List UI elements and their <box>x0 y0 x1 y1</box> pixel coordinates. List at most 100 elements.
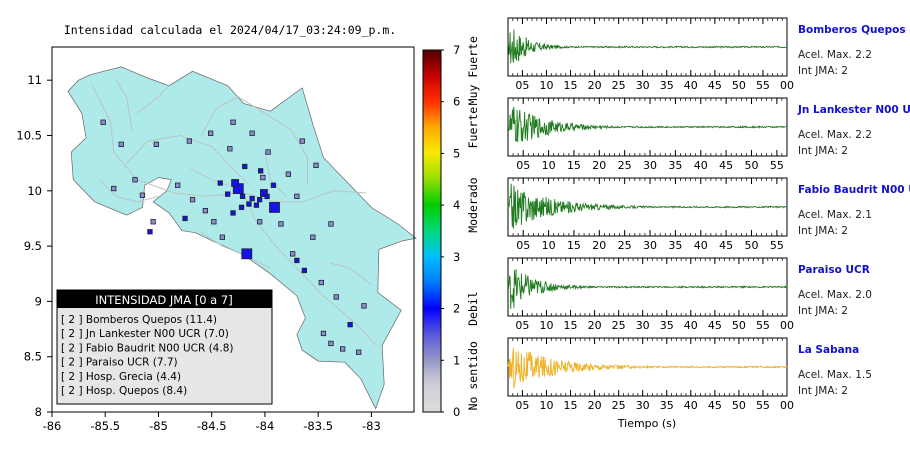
waveform-panels: 05 10 15 20 25 30 35 40 45 50 55 00 Bomberos Quepos A… <box>507 17 910 412</box>
road-4 <box>99 179 159 203</box>
waveform-0-tick-label-8: 45 <box>708 79 722 92</box>
waveform-2-tick-label-7: 40 <box>694 239 708 252</box>
road-3 <box>200 96 308 186</box>
station-point-33 <box>100 119 106 125</box>
colorbar-label-1: Debil <box>466 291 480 326</box>
road-8 <box>136 85 170 114</box>
waveform-trace-2 <box>507 183 787 229</box>
station-point-6 <box>224 191 231 197</box>
waveform-int-jma-2: Int JMA: 2 <box>798 225 848 237</box>
lon-tick-label-2: -85 <box>149 419 168 433</box>
station-point-41 <box>150 219 156 225</box>
waveform-4-tick-label-10: 55 <box>756 399 770 412</box>
legend-box <box>56 289 273 405</box>
station-point-46 <box>333 294 339 300</box>
station-point-10 <box>264 193 270 200</box>
station-point-31 <box>294 193 300 200</box>
station-point-3 <box>231 179 240 187</box>
waveform-trace-4 <box>507 347 788 389</box>
station-point-9 <box>256 196 263 203</box>
station-point-20 <box>347 321 353 328</box>
legend-item-2: [ 2 ] Fabio Baudrit N00 UCR (4.8) <box>61 342 233 354</box>
waveform-panel-0: 05 10 15 20 25 30 35 40 45 50 55 00 Bomberos Quepos A… <box>507 17 906 92</box>
road-6 <box>264 152 287 197</box>
legend-item-0: [ 2 ] Bomberos Quepos (11.4) <box>61 314 217 326</box>
waveform-3-tick-label-2: 15 <box>564 319 578 332</box>
waveform-4-tick-label-0: 05 <box>515 399 529 412</box>
waveform-4-tick-label-1: 10 <box>539 399 553 412</box>
waveform-3-tick-label-0: 05 <box>515 319 529 332</box>
waveform-3-tick-label-6: 35 <box>660 319 674 332</box>
colorbar-label-4: Muy Fuerte <box>466 36 480 105</box>
colorbar-tick-label-4: 4 <box>453 198 460 212</box>
waveform-0-tick-label-1: 10 <box>539 79 553 92</box>
station-point-37 <box>111 185 117 192</box>
waveform-0-tick-label-0: 05 <box>515 79 529 92</box>
waveform-1-tick-label-10: 55 <box>770 159 784 172</box>
station-point-13 <box>238 204 245 211</box>
station-point-40 <box>189 196 196 203</box>
lat-tick-label-5: 10.5 <box>16 128 42 142</box>
waveform-station-name-0: Bomberos Quepos <box>798 24 906 36</box>
colorbar-label-0: No sentido <box>466 341 480 410</box>
waveform-1-tick-label-0: 05 <box>516 159 530 172</box>
station-point-18 <box>301 267 308 274</box>
waveform-1-tick-label-6: 35 <box>668 159 682 172</box>
waveform-3-tick-label-8: 45 <box>708 319 722 332</box>
road-1 <box>126 134 250 186</box>
station-point-34 <box>118 141 124 148</box>
station-point-5 <box>217 180 223 186</box>
station-point-52 <box>289 251 296 257</box>
costa-rica-land <box>67 66 417 410</box>
station-point-49 <box>328 340 334 347</box>
waveform-station-name-1: Jn Lankester N00 UCR <box>797 104 910 116</box>
waveform-1-tick-label-4: 25 <box>618 159 632 172</box>
lat-tick-label-1: 8.5 <box>24 350 42 364</box>
station-point-22 <box>147 229 153 235</box>
waveform-2-tick-label-4: 25 <box>618 239 632 252</box>
legend-header: INTENSIDAD JMA [0 a 7] <box>95 293 232 307</box>
waveform-1-tick-label-3: 20 <box>592 159 606 172</box>
waveform-station-name-2: Fabio Baudrit N00 UCR <box>798 184 910 196</box>
waveform-4-tick-label-8: 45 <box>708 399 722 412</box>
legend-item-4: [ 2 ] Hosp. Grecia (4.4) <box>61 371 181 383</box>
station-point-17 <box>230 210 236 216</box>
road-10 <box>115 79 133 131</box>
station-point-50 <box>339 346 346 352</box>
lat-tick-label-6: 11 <box>27 73 42 87</box>
waveform-4-tick-label-3: 20 <box>588 399 602 412</box>
station-point-54 <box>278 221 284 227</box>
waveform-3-tick-label-7: 40 <box>684 319 698 332</box>
waveform-3-tick-label-1: 10 <box>539 319 553 332</box>
colorbar-tick-label-5: 5 <box>453 146 460 160</box>
station-point-57 <box>230 119 236 125</box>
waveform-4-tick-label-2: 15 <box>564 399 578 412</box>
lon-tick-label-0: -86 <box>43 419 62 433</box>
station-point-24 <box>207 130 214 136</box>
waveform-int-jma-0: Int JMA: 2 <box>798 65 848 77</box>
station-point-0 <box>241 248 253 260</box>
waveform-3-tick-label-11: 00 <box>780 319 794 332</box>
waveform-trace-1 <box>508 106 788 143</box>
waveform-3-tick-label-3: 20 <box>588 319 602 332</box>
station-point-4 <box>259 189 268 197</box>
waveform-trace-0 <box>507 29 788 64</box>
station-point-36 <box>132 177 138 183</box>
road-7 <box>200 232 271 269</box>
station-point-47 <box>361 303 367 309</box>
station-point-23 <box>219 234 226 240</box>
waveform-4-tick-label-11: 00 <box>780 399 794 412</box>
waveform-4-tick-label-5: 30 <box>636 399 650 412</box>
waveform-acel-max-1: Acel. Max. 2.2 <box>798 129 872 141</box>
waveform-0-tick-label-11: 00 <box>780 79 794 92</box>
intensity-colorbar: 0 1 2 3 4 5 6 7 No sentido Debil Moderado Fuerte Muy… <box>422 36 480 419</box>
waveform-3-tick-label-4: 25 <box>612 319 626 332</box>
colorbar-label-3: Fuerte <box>466 107 480 149</box>
waveform-acel-max-2: Acel. Max. 2.1 <box>798 209 872 221</box>
road-0 <box>92 85 367 203</box>
waveform-panel-4: 05 10 15 20 25 30 35 40 45 50 55 00 La Sabana Acel. M… <box>507 337 872 412</box>
lat-tick-label-0: 8 <box>35 405 42 419</box>
lat-tick-label-2: 9 <box>35 294 42 308</box>
waveform-1-tick-label-8: 45 <box>719 159 733 172</box>
